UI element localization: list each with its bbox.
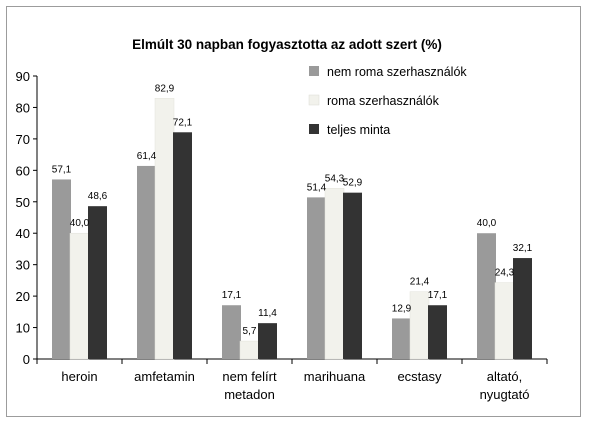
y-tick-label: 90 [16,69,30,84]
data-label: 82,9 [155,83,175,94]
bar [428,305,447,359]
bar [477,233,496,359]
bar [392,318,411,359]
legend-label: teljes minta [327,123,390,137]
x-tick-label: nyugtató [480,387,530,402]
x-tick-label: metadon [224,387,275,402]
data-label: 32,1 [513,243,533,254]
y-tick-label: 70 [16,132,30,147]
bar [88,206,107,359]
data-label: 17,1 [428,290,448,301]
x-tick-label: altató, [487,369,522,384]
x-tick-label: marihuana [304,369,366,384]
data-label: 54,3 [325,173,345,184]
chart-title: Elmúlt 30 napban fogyasztotta az adott s… [132,37,442,52]
y-tick-label: 40 [16,226,30,241]
bar [324,188,345,360]
data-label: 21,4 [410,277,430,288]
bar [52,179,71,359]
data-label: 11,4 [258,308,277,319]
x-tick-label: ecstasy [397,369,442,384]
data-label: 72,1 [173,117,193,128]
y-tick-label: 80 [16,100,30,115]
y-tick-label: 60 [16,163,30,178]
bar [307,197,326,359]
x-tick-label: heroin [61,369,97,384]
y-tick-label: 10 [16,321,30,336]
legend: nem roma szerhasználók roma szerhasználók… [308,65,467,137]
y-tick-label: 0 [23,352,30,367]
legend-swatch [309,124,319,134]
bar [494,282,515,360]
legend-swatch [308,94,320,106]
data-label: 17,1 [222,290,242,301]
bar [222,305,241,359]
data-label: 51,4 [307,182,327,193]
value-labels: 57,1 61,4 17,1 51,4 12,9 40,0 40,0 82,9 5,7 54,3 2… [52,83,533,337]
axes: 0 10 20 30 40 50 60 70 80 90 heroin amfetamin nem fe… [16,69,548,402]
data-label: 61,4 [137,151,157,162]
bar [239,340,260,360]
y-tick-label: 20 [16,289,30,304]
data-label: 57,1 [52,164,72,175]
bar [173,132,192,359]
chart-frame: Elmúlt 30 napban fogyasztotta az adott s… [6,6,581,417]
data-label: 5,7 [243,326,257,337]
bars [52,98,532,360]
y-tick-label: 30 [16,258,30,273]
legend-label: roma szerhasználók [327,94,440,108]
bar [258,323,277,359]
bar-chart: Elmúlt 30 napban fogyasztotta az adott s… [16,37,548,402]
bar [154,98,175,360]
data-label: 24,3 [495,268,515,279]
data-label: 12,9 [392,303,412,314]
y-tick-label: 50 [16,195,30,210]
data-label: 40,0 [477,218,497,229]
bar [409,291,430,360]
bar [343,192,362,359]
legend-label: nem roma szerhasználók [327,65,467,79]
x-tick-label: amfetamin [134,369,195,384]
data-label: 52,9 [343,178,363,189]
bar [137,165,156,359]
bar [513,258,532,359]
x-tick-label: nem felírt [222,369,277,384]
data-label: 40,0 [70,218,90,229]
bar [69,232,90,360]
legend-swatch [309,66,319,76]
data-label: 48,6 [88,191,108,202]
